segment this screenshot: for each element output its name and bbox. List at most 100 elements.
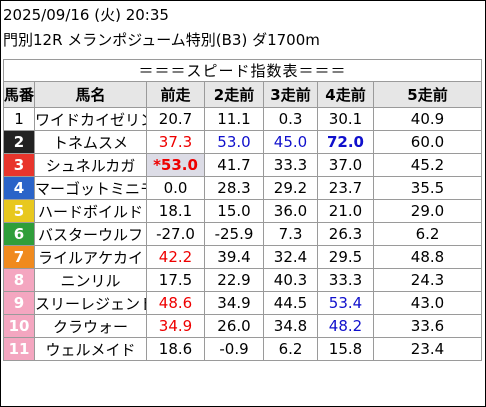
speed-index-cell: 0.3	[263, 107, 318, 131]
table-title-row: ＝＝＝スピード指数表＝＝＝	[3, 59, 482, 82]
column-header-3back: 3走前	[263, 81, 318, 108]
speed-index-cell: 36.0	[263, 199, 318, 223]
speed-index-cell: 28.3	[204, 176, 264, 200]
speed-index-cell: 18.1	[146, 199, 205, 223]
speed-index-cell: 15.8	[317, 337, 374, 361]
gate-number: 10	[3, 314, 35, 338]
horse-name: スリーレジェンド	[34, 291, 147, 315]
speed-index-cell: 33.3	[263, 153, 318, 177]
column-header-horse: 馬名	[34, 81, 147, 108]
speed-index-cell: 26.3	[317, 222, 374, 246]
column-header-row: 馬番 馬名 前走 2走前 3走前 4走前 5走前	[3, 81, 482, 108]
speed-index-cell: 53.0	[204, 130, 264, 154]
speed-index-cell: 11.1	[204, 107, 264, 131]
horse-name: トネムスメ	[34, 130, 147, 154]
speed-index-cell: 23.4	[373, 337, 482, 361]
speed-index-cell: 29.2	[263, 176, 318, 200]
speed-index-cell: 40.3	[263, 268, 318, 292]
horse-name: バスターウルフ	[34, 222, 147, 246]
column-header-last: 前走	[146, 81, 205, 108]
table-row: 6 バスターウルフ -27.0 -25.9 7.3 26.3 6.2	[3, 222, 482, 246]
horse-name: クラウォー	[34, 314, 147, 338]
column-header-gate: 馬番	[3, 81, 35, 108]
speed-index-cell: 43.0	[373, 291, 482, 315]
speed-index-cell: *53.0	[146, 153, 205, 177]
speed-index-cell: 17.5	[146, 268, 205, 292]
table-row: 3 シュネルカガ *53.0 41.7 33.3 37.0 45.2	[3, 153, 482, 177]
speed-index-cell: 18.6	[146, 337, 205, 361]
table-row: 2 トネムスメ 37.3 53.0 45.0 72.0 60.0	[3, 130, 482, 154]
gate-number: 4	[3, 176, 35, 200]
speed-index-cell: -27.0	[146, 222, 205, 246]
speed-index-cell: -0.9	[204, 337, 264, 361]
table-row: 7 ライルアケカイ 42.2 39.4 32.4 29.5 48.8	[3, 245, 482, 269]
gate-number: 7	[3, 245, 35, 269]
gate-number: 2	[3, 130, 35, 154]
table-row: 4 マーゴットミニモ 0.0 28.3 29.2 23.7 35.5	[3, 176, 482, 200]
speed-index-cell: 45.0	[263, 130, 318, 154]
speed-index-cell: 15.0	[204, 199, 264, 223]
speed-index-cell: 48.8	[373, 245, 482, 269]
gate-number: 3	[3, 153, 35, 177]
speed-index-cell: -25.9	[204, 222, 264, 246]
table-row: 1 ワイドカイゼリン 20.7 11.1 0.3 30.1 40.9	[3, 107, 482, 131]
speed-index-cell: 22.9	[204, 268, 264, 292]
speed-index-cell: 34.9	[146, 314, 205, 338]
column-header-5back: 5走前	[373, 81, 482, 108]
horse-name: ニンリル	[34, 268, 147, 292]
table-row: 10 クラウォー 34.9 26.0 34.8 48.2 33.6	[3, 314, 482, 338]
speed-index-cell: 33.3	[317, 268, 374, 292]
speed-index-cell: 33.6	[373, 314, 482, 338]
horse-name: シュネルカガ	[34, 153, 147, 177]
table-title: ＝＝＝スピード指数表＝＝＝	[3, 59, 482, 82]
speed-index-table: ＝＝＝スピード指数表＝＝＝ 馬番 馬名 前走 2走前 3走前 4走前 5走前 1…	[3, 59, 482, 361]
gate-number: 1	[3, 107, 35, 131]
speed-index-cell: 7.3	[263, 222, 318, 246]
speed-index-cell: 39.4	[204, 245, 264, 269]
table-row: 5 ハードボイルド 18.1 15.0 36.0 21.0 29.0	[3, 199, 482, 223]
horse-name: ワイドカイゼリン	[34, 107, 147, 131]
speed-index-cell: 6.2	[373, 222, 482, 246]
speed-index-cell: 45.2	[373, 153, 482, 177]
speed-index-cell: 40.9	[373, 107, 482, 131]
speed-index-cell: 35.5	[373, 176, 482, 200]
gate-number: 6	[3, 222, 35, 246]
table-row: 8 ニンリル 17.5 22.9 40.3 33.3 24.3	[3, 268, 482, 292]
gate-number: 9	[3, 291, 35, 315]
horse-name: ハードボイルド	[34, 199, 147, 223]
speed-index-cell: 0.0	[146, 176, 205, 200]
speed-index-cell: 32.4	[263, 245, 318, 269]
speed-index-cell: 42.2	[146, 245, 205, 269]
column-header-4back: 4走前	[317, 81, 374, 108]
speed-index-cell: 44.5	[263, 291, 318, 315]
speed-index-cell: 60.0	[373, 130, 482, 154]
horse-name: ウェルメイド	[34, 337, 147, 361]
table-row: 9 スリーレジェンド 48.6 34.9 44.5 53.4 43.0	[3, 291, 482, 315]
speed-index-cell: 6.2	[263, 337, 318, 361]
speed-index-cell: 53.4	[317, 291, 374, 315]
speed-index-cell: 24.3	[373, 268, 482, 292]
speed-index-cell: 41.7	[204, 153, 264, 177]
speed-index-cell: 29.0	[373, 199, 482, 223]
gate-number: 5	[3, 199, 35, 223]
speed-index-cell: 72.0	[317, 130, 374, 154]
speed-index-cell: 37.0	[317, 153, 374, 177]
datetime-label: 2025/09/16 (火) 20:35	[3, 6, 169, 24]
gate-number: 8	[3, 268, 35, 292]
speed-index-cell: 20.7	[146, 107, 205, 131]
race-title: 門別12R メランポジューム特別(B3) ダ1700m	[3, 31, 320, 49]
speed-index-cell: 29.5	[317, 245, 374, 269]
speed-index-cell: 26.0	[204, 314, 264, 338]
speed-index-cell: 48.2	[317, 314, 374, 338]
table-row: 11 ウェルメイド 18.6 -0.9 6.2 15.8 23.4	[3, 337, 482, 361]
speed-index-cell: 34.8	[263, 314, 318, 338]
speed-index-cell: 37.3	[146, 130, 205, 154]
speed-index-cell: 23.7	[317, 176, 374, 200]
horse-name: ライルアケカイ	[34, 245, 147, 269]
speed-index-cell: 34.9	[204, 291, 264, 315]
gate-number: 11	[3, 337, 35, 361]
column-header-2back: 2走前	[204, 81, 264, 108]
table-body: 1 ワイドカイゼリン 20.7 11.1 0.3 30.1 40.9 2 トネムスメ 37.3 53…	[3, 107, 482, 361]
speed-index-cell: 48.6	[146, 291, 205, 315]
speed-index-cell: 30.1	[317, 107, 374, 131]
